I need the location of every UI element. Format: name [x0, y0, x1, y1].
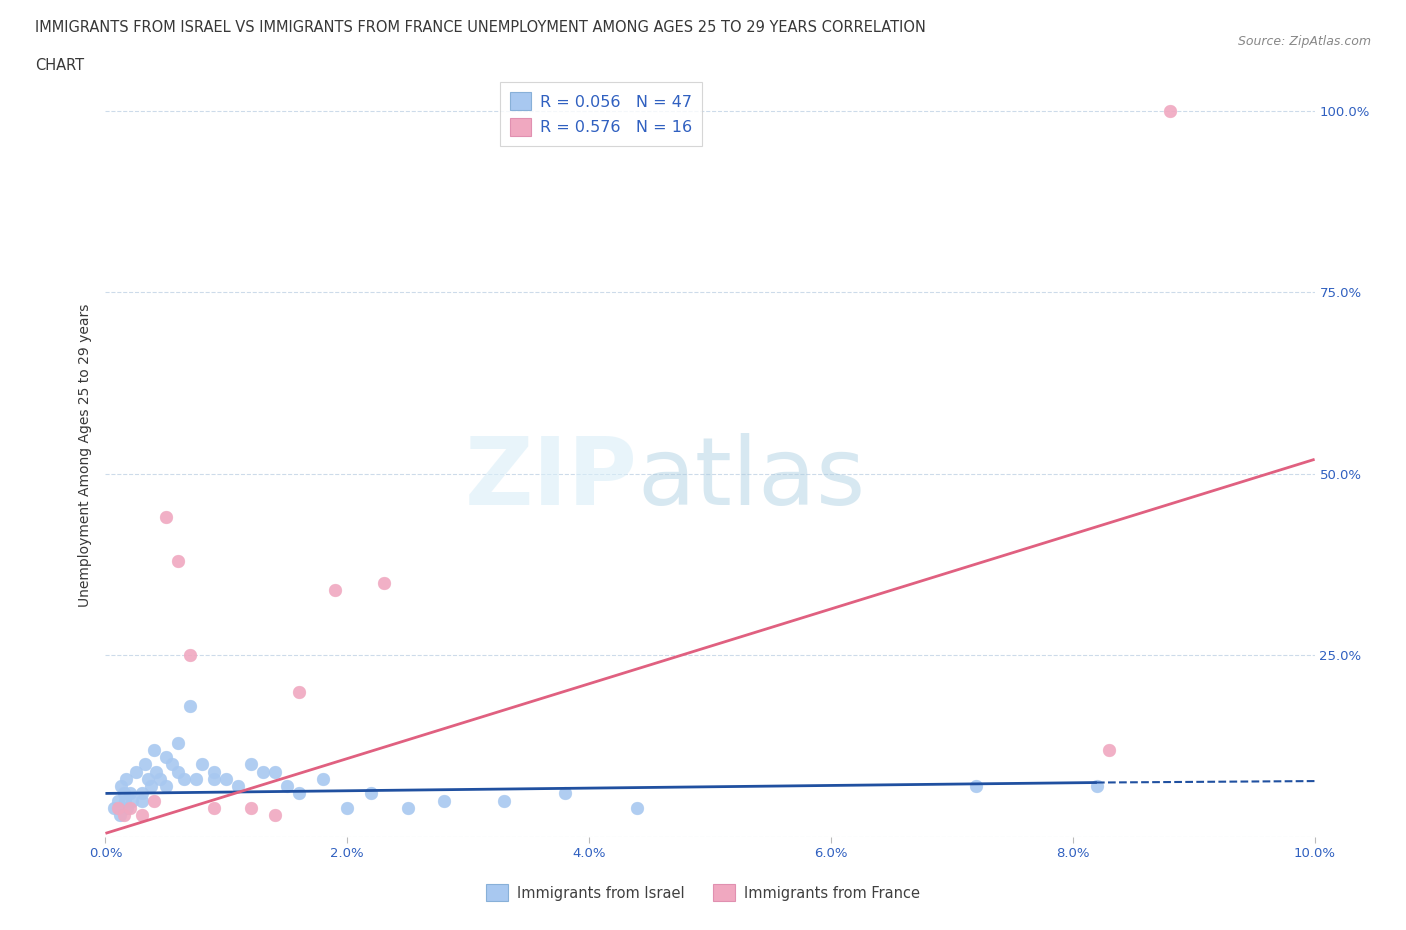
Point [110, 778, 132, 793]
Point [494, 793, 516, 808]
Point [149, 772, 172, 787]
Point [252, 764, 274, 779]
Point [115, 801, 138, 816]
Point [191, 757, 214, 772]
Point [131, 793, 153, 808]
Y-axis label: Unemployment Among Ages 25 to 29 years: Unemployment Among Ages 25 to 29 years [77, 304, 91, 607]
Point [239, 801, 262, 816]
Point [155, 750, 177, 764]
Point [276, 778, 298, 793]
Text: CHART: CHART [35, 58, 84, 73]
Point [107, 801, 129, 816]
Point [136, 772, 159, 787]
Point [145, 764, 167, 779]
Point [112, 786, 135, 801]
Point [179, 698, 201, 713]
Text: ZIP: ZIP [464, 432, 637, 525]
Point [965, 778, 987, 793]
Point [118, 786, 141, 801]
Point [202, 801, 225, 816]
Point [554, 786, 576, 801]
Point [155, 778, 177, 793]
Point [215, 772, 238, 787]
Point [115, 772, 138, 787]
Point [131, 786, 153, 801]
Point [121, 793, 143, 808]
Point [173, 772, 195, 787]
Point [288, 684, 311, 699]
Point [1159, 103, 1181, 118]
Text: atlas: atlas [637, 432, 866, 525]
Point [155, 510, 177, 525]
Point [112, 808, 135, 823]
Point [433, 793, 456, 808]
Point [134, 757, 156, 772]
Point [142, 793, 165, 808]
Point [263, 808, 285, 823]
Point [360, 786, 382, 801]
Point [202, 772, 225, 787]
Point [141, 778, 163, 793]
Point [1085, 778, 1108, 793]
Point [160, 757, 183, 772]
Point [114, 793, 136, 808]
Point [179, 648, 201, 663]
Legend: Immigrants from Israel, Immigrants from France: Immigrants from Israel, Immigrants from … [479, 879, 927, 907]
Point [323, 582, 346, 597]
Point [131, 808, 153, 823]
Text: IMMIGRANTS FROM ISRAEL VS IMMIGRANTS FROM FRANCE UNEMPLOYMENT AMONG AGES 25 TO 2: IMMIGRANTS FROM ISRAEL VS IMMIGRANTS FRO… [35, 20, 927, 35]
Point [336, 801, 359, 816]
Point [167, 764, 190, 779]
Text: Source: ZipAtlas.com: Source: ZipAtlas.com [1237, 35, 1371, 48]
Point [118, 801, 141, 816]
Point [239, 757, 262, 772]
Point [626, 801, 648, 816]
Point [263, 764, 285, 779]
Point [228, 778, 250, 793]
Point [108, 808, 131, 823]
Point [202, 764, 225, 779]
Point [288, 786, 311, 801]
Point [167, 735, 190, 750]
Point [373, 576, 395, 591]
Point [396, 801, 419, 816]
Point [124, 764, 148, 779]
Point [103, 801, 125, 816]
Point [167, 553, 190, 568]
Point [312, 772, 335, 787]
Point [142, 742, 165, 757]
Point [1098, 742, 1121, 757]
Point [107, 793, 129, 808]
Legend: R = 0.056   N = 47, R = 0.576   N = 16: R = 0.056 N = 47, R = 0.576 N = 16 [501, 83, 702, 146]
Point [186, 772, 208, 787]
